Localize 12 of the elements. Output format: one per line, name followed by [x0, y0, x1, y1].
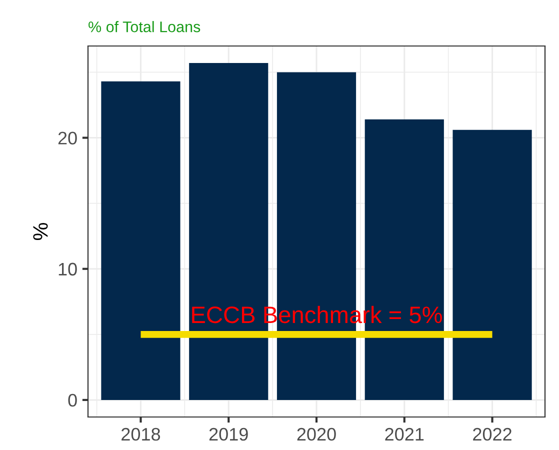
- x-tick-label: 2021: [385, 428, 424, 441]
- x-tick-label: 2022: [473, 428, 512, 441]
- x-tick-label: 2020: [297, 428, 336, 441]
- x-tick-label: 2018: [122, 428, 160, 441]
- y-tick-label: 10: [58, 262, 77, 276]
- y-tick-label: 0: [68, 394, 77, 407]
- chart-title: % of Total Loans: [88, 21, 200, 32]
- y-tick-label: 20: [58, 132, 77, 144]
- y-axis-title: %: [33, 222, 48, 240]
- bar: [452, 130, 532, 400]
- bar: [101, 81, 180, 400]
- x-tick-label: 2019: [209, 428, 248, 441]
